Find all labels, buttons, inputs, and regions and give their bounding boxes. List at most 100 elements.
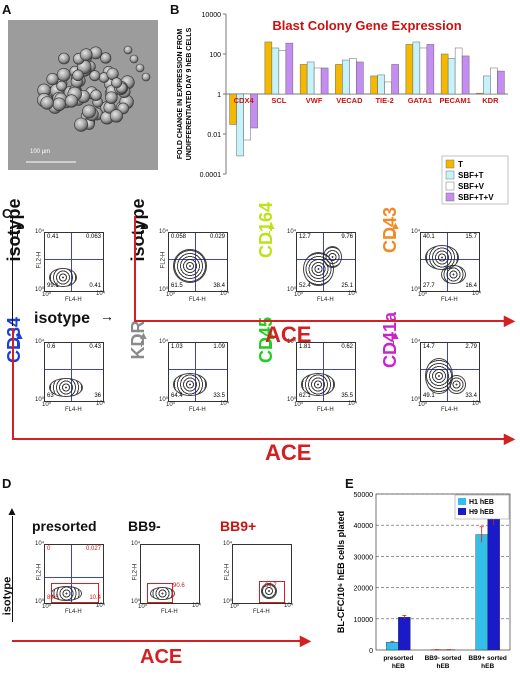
bar-tie-2-0 [370,75,378,95]
contour-density [441,264,467,285]
flow-plot: 0.41 0.063 99.1 0.41 [44,232,104,292]
sort-gate [259,581,285,603]
x-tick-label: 10⁴ [220,401,230,407]
y-axis-label: FL2-H [224,563,231,581]
marker-arrow-stem [269,231,270,237]
isotype-bracket [12,218,13,326]
quadrant-percent: 33.4 [465,393,477,399]
contour-density [49,377,84,398]
x-axis-label: FL4-H [161,609,178,615]
y-tick-label: 10⁴ [287,339,297,345]
y-axis-label: BL-CFC/10⁶ hEB cells plated [336,511,346,633]
quadrant-percent: 27.7 [423,283,435,289]
marker-arrow: ▲ [14,220,25,232]
ace-arrow-head: ▶ [504,312,515,328]
y-tick-label: 10000 [354,617,374,624]
quadrant-percent: 90.6 [173,583,185,589]
quadrant-percent: 0.029 [209,234,225,240]
x-tick-label: 10⁰ [138,604,148,610]
legend-label: SBF+V [458,182,485,191]
category-label-line2: hEB [481,663,494,670]
cell-blob [74,117,89,132]
quadrant-percent: 62.1 [299,393,311,399]
x-axis-label: FL4-H [441,297,458,303]
category-label: CDX4 [234,96,255,105]
bar-scl-0 [264,41,273,95]
bar-scl-2 [278,50,287,95]
marker-arrow: ▲ [138,220,149,232]
gate-horizontal [169,369,227,371]
gate-vertical [71,233,73,291]
bar-vwf-3 [320,67,329,95]
category-label-line1: presorted [383,655,413,662]
y-tick-label: 40000 [354,523,374,530]
quadrant-percent: 61.5 [171,283,183,289]
flow-cytometry-panel-c: 0.41 0.063 99.1 0.41 FL4-H FL2-H 10⁴ 10⁰ 10⁰ 10⁴ i… [0,198,520,465]
y-tick-label: 10⁴ [411,339,421,345]
cell-blob [58,52,70,65]
x-axis-label: FL4-H [189,407,206,413]
bar-pecam1-0 [440,53,449,95]
ace-label-row2: ACE [265,440,312,465]
gate-vertical [323,343,325,401]
bar-0-1 [398,617,411,651]
y-tick-label: 10⁰ [411,397,421,403]
quadrant-percent: 35.5 [341,393,353,399]
panel-c-label: C [2,206,12,221]
y-tick-label: 30000 [354,554,374,561]
isotype-x-arrow: → [100,308,114,324]
y-tick-label: 10⁴ [223,541,233,547]
x-tick-label: 10⁴ [348,401,358,407]
y-axis-label: FL2-H [132,563,139,581]
quadrant-percent: 0.43 [89,344,101,350]
quadrant-percent: 36 [94,393,101,399]
category-label: PECAM1 [439,96,470,105]
bar-vecad-2 [349,58,357,95]
y-axis-label: FL2-H [36,563,43,581]
x-tick-label: 10⁴ [96,291,106,297]
bar-kdr-1 [483,75,491,95]
isotype-x-label: isotype [34,310,91,327]
quadrant-percent: 63 [47,393,54,399]
legend-label: SBF+T+V [458,193,494,202]
contour-density [173,248,208,283]
quadrant-percent: 12.7 [299,234,311,240]
gate-horizontal [45,576,103,578]
y-axis-label-line: FOLD CHANGE IN EXPRESSION FROM [177,29,184,159]
y-tick-label: 0.01 [207,132,221,139]
flow-plot: 40.1 15.7 27.7 16.4 [420,232,480,292]
gate-horizontal [233,577,291,578]
y-tick-label: 10⁴ [35,229,45,235]
isotype-bracket [12,516,13,622]
contour-density [49,267,78,288]
bar-0-0 [386,641,399,651]
micrograph-image [8,20,158,170]
quadrant-percent: 64.4 [171,393,183,399]
sort-gate [147,583,173,603]
gene-expression-chart: Blast Colony Gene Expression FOLD CHANGE … [177,12,509,205]
bar-2-0 [475,534,488,651]
ace-bracket [12,328,14,438]
flow-plot: 12.7 9.76 52.4 25.1 [296,232,356,292]
cell-blob [141,72,151,82]
x-tick-label: 10⁴ [472,291,482,297]
x-axis-label: FL4-H [65,297,82,303]
bar-gata1-2 [419,47,428,95]
y-tick-label: 10⁴ [159,339,169,345]
cell-blob [105,91,118,104]
panel-a-label: A [2,2,12,17]
cell-blob [56,67,71,82]
bar-tie-2-2 [384,81,392,95]
quadrant-percent: 1.09 [213,344,225,350]
x-tick-label: 10⁰ [166,292,176,298]
legend-swatch [458,508,466,515]
quadrant-percent: 0.063 [85,234,101,240]
bar-tie-2-3 [391,64,399,95]
gate-horizontal [141,577,199,578]
quadrant-percent: 38.4 [213,283,225,289]
x-axis-label: FL4-H [441,407,458,413]
bar-scl-3 [285,42,294,95]
y-tick-label: 10⁴ [35,541,45,547]
quadrant-percent: 0.41 [89,283,101,289]
ace-label-row1: ACE [265,322,312,347]
